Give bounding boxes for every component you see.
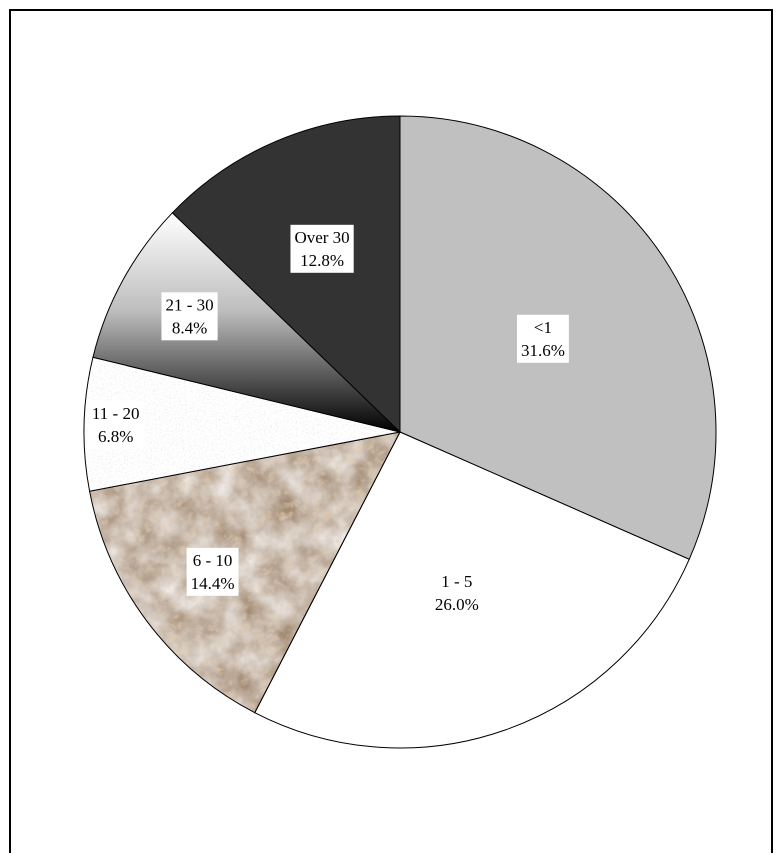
slice-category-label: 1 - 5 bbox=[441, 572, 472, 591]
slice-label-bg bbox=[430, 568, 483, 617]
slice-category-label: 6 - 10 bbox=[193, 551, 233, 570]
pie-slice-11-20 bbox=[83, 356, 401, 492]
slice-value-label: 8.4% bbox=[172, 318, 207, 337]
slice-label-bg bbox=[161, 292, 218, 341]
slice-category-label: 21 - 30 bbox=[165, 295, 213, 314]
pie-labels: <1 31.6% 1 - 5 26.0% 6 - 10 14.4% 11 - 20 6.8% 2… bbox=[87, 224, 569, 617]
pie-slice-6-10 bbox=[89, 431, 401, 714]
pie-chart: <1 31.6% 1 - 5 26.0% 6 - 10 14.4% 11 - 20 6.8% 2… bbox=[83, 115, 717, 749]
slice-label-over-30: Over 30 12.8% bbox=[290, 224, 354, 273]
slice-label-bg bbox=[186, 547, 239, 596]
pie-slices bbox=[83, 115, 717, 749]
slice-value-label: 12.8% bbox=[300, 251, 344, 270]
slice-label-bg bbox=[516, 314, 569, 363]
pie-slice-21-30 bbox=[92, 212, 402, 433]
slice-label-bg bbox=[87, 400, 144, 449]
chart-frame: <1 31.6% 1 - 5 26.0% 6 - 10 14.4% 11 - 20 6.8% 2… bbox=[9, 9, 773, 853]
slice-label-1-5: 1 - 5 26.0% bbox=[430, 568, 483, 617]
slice-label-21-30: 21 - 30 8.4% bbox=[161, 292, 218, 341]
slice-category-label: 11 - 20 bbox=[92, 404, 140, 423]
slice-label-6-10: 6 - 10 14.4% bbox=[186, 547, 239, 596]
slice-category-label: Over 30 bbox=[294, 228, 349, 247]
slice-value-label: 31.6% bbox=[521, 341, 565, 360]
slice-label-1: <1 31.6% bbox=[516, 314, 569, 363]
slice-label-11-20: 11 - 20 6.8% bbox=[87, 400, 144, 449]
pie-slice-over-30 bbox=[171, 115, 401, 434]
slice-value-label: 14.4% bbox=[191, 574, 235, 593]
slice-value-label: 6.8% bbox=[98, 427, 133, 446]
slice-label-bg bbox=[290, 224, 354, 273]
slice-value-label: 26.0% bbox=[435, 595, 479, 614]
slice-category-label: <1 bbox=[534, 318, 552, 337]
